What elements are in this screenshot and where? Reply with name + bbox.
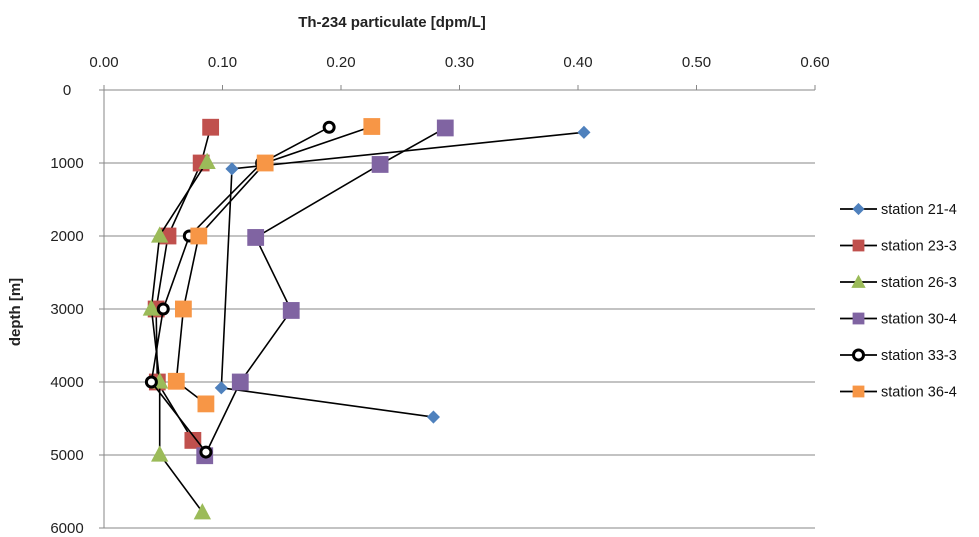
y-axis-title: depth [m] bbox=[7, 278, 24, 346]
y-tick-label: 1000 bbox=[50, 155, 83, 172]
data-point bbox=[282, 302, 300, 319]
data-point bbox=[142, 299, 161, 316]
data-point bbox=[198, 152, 216, 169]
x-tick-labels: 0.00 0.10 0.20 0.30 0.40 0.50 0.60 bbox=[89, 54, 829, 71]
legend-marker bbox=[852, 239, 865, 252]
data-point bbox=[156, 302, 170, 316]
legend-label: station 36-4 bbox=[881, 385, 957, 401]
y-tick-label: 2000 bbox=[50, 228, 83, 245]
data-point bbox=[436, 119, 454, 137]
series-line bbox=[155, 127, 212, 441]
data-point bbox=[371, 156, 389, 173]
data-point bbox=[199, 445, 213, 459]
data-point bbox=[322, 120, 336, 134]
series-station-36-4 bbox=[167, 118, 381, 413]
legend-item: station 36-4 bbox=[840, 385, 957, 401]
data-point bbox=[225, 162, 239, 176]
data-point bbox=[184, 431, 202, 449]
y-tick-label: 4000 bbox=[50, 374, 83, 391]
gridlines bbox=[104, 162, 815, 529]
y-tick-label: 5000 bbox=[50, 447, 83, 464]
data-point bbox=[144, 375, 158, 389]
x-tick-label: 0.50 bbox=[682, 54, 711, 71]
series-station-30-4 bbox=[196, 119, 454, 465]
x-tick-label: 0.60 bbox=[800, 54, 829, 71]
legend-item: station 30-4 bbox=[840, 312, 957, 328]
data-point bbox=[363, 118, 381, 135]
data-point bbox=[256, 154, 274, 172]
series-line bbox=[150, 161, 208, 513]
x-axis-title: Th-234 particulate [dpm/L] bbox=[298, 14, 486, 31]
legend-item: station 26-3 bbox=[840, 274, 957, 291]
legend-item: station 23-3 bbox=[840, 239, 957, 255]
axes bbox=[99, 85, 816, 529]
data-point bbox=[193, 503, 212, 520]
data-point bbox=[151, 445, 169, 462]
legend-label: station 30-4 bbox=[881, 312, 957, 328]
data-point bbox=[151, 226, 169, 243]
legend-item: station 21-4 bbox=[840, 202, 957, 218]
data-point bbox=[247, 229, 265, 246]
data-point bbox=[214, 381, 228, 395]
y-tick-label: 6000 bbox=[50, 520, 83, 537]
data-point bbox=[231, 373, 249, 391]
series-layer bbox=[142, 118, 591, 520]
series-line bbox=[150, 126, 330, 453]
x-tick-label: 0.40 bbox=[563, 54, 592, 71]
legend: station 21-4 station 23-3 station 26-3 stat… bbox=[840, 202, 957, 401]
data-point bbox=[167, 372, 185, 390]
legend-marker bbox=[852, 202, 865, 216]
legend-label: station 21-4 bbox=[881, 202, 957, 218]
legend-marker bbox=[852, 385, 865, 398]
y-tick-label: 3000 bbox=[50, 301, 83, 318]
x-tick-label: 0.00 bbox=[89, 54, 118, 71]
series-line bbox=[204, 127, 446, 457]
y-tick-labels: 0 1000 2000 3000 4000 5000 6000 bbox=[50, 82, 83, 537]
series-station-21-4 bbox=[214, 125, 591, 424]
data-point bbox=[577, 125, 591, 139]
series-station-33-3 bbox=[144, 120, 336, 459]
data-point bbox=[190, 227, 208, 245]
data-point bbox=[426, 410, 440, 424]
legend-marker bbox=[852, 312, 865, 325]
legend-label: station 26-3 bbox=[881, 275, 957, 291]
data-point bbox=[197, 395, 215, 413]
legend-label: station 33-3 bbox=[881, 348, 957, 364]
x-tick-label: 0.20 bbox=[326, 54, 355, 71]
data-point bbox=[202, 118, 220, 136]
x-tick-label: 0.30 bbox=[445, 54, 474, 71]
legend-marker bbox=[852, 348, 865, 362]
legend-marker bbox=[851, 274, 866, 288]
legend-item: station 33-3 bbox=[840, 348, 957, 364]
data-point bbox=[174, 300, 192, 318]
x-tick-label: 0.10 bbox=[208, 54, 237, 71]
legend-label: station 23-3 bbox=[881, 239, 957, 255]
y-tick-label: 0 bbox=[63, 82, 71, 99]
series-line bbox=[220, 131, 585, 418]
